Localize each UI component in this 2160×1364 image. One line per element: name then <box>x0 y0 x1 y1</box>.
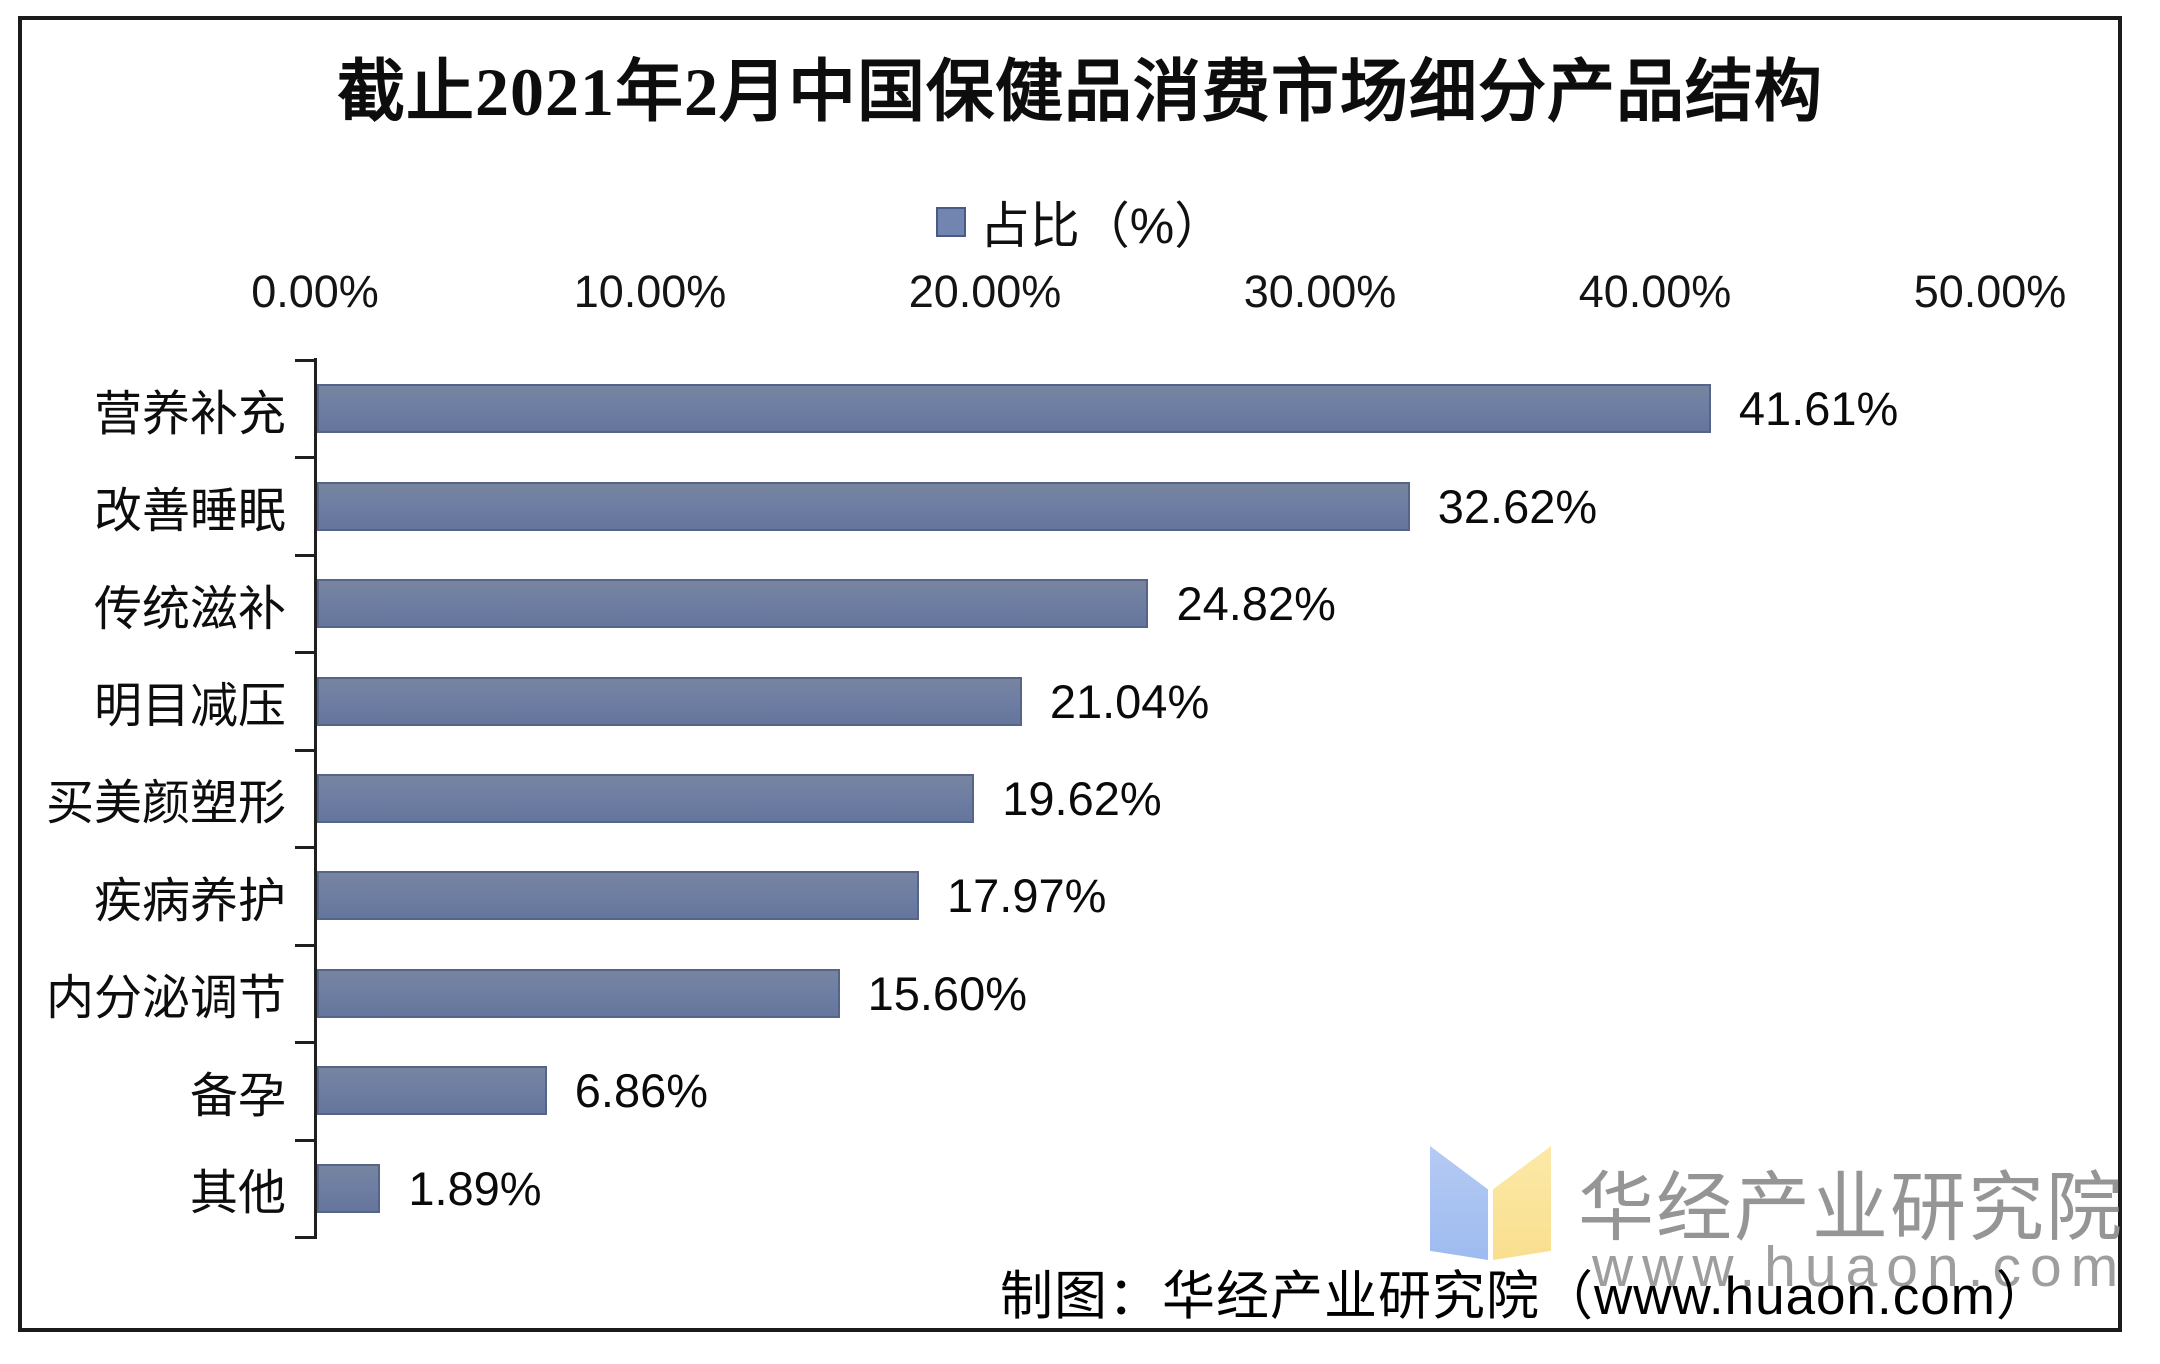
chart-title: 截止2021年2月中国保健品消费市场细分产品结构 <box>336 54 1823 130</box>
x-axis-tick-label: 20.00% <box>908 266 1062 317</box>
bar-row: 备孕 6.86% <box>0 1042 2160 1139</box>
x-axis-tick-label: 50.00% <box>1913 266 2067 317</box>
y-axis-tick <box>295 846 315 850</box>
legend-label: 占比（%） <box>979 198 1225 254</box>
watermark-org-text: 华经产业研究院 <box>1578 1166 2124 1251</box>
bar <box>317 579 1149 629</box>
category-label: 营养补充 <box>93 387 286 441</box>
value-label: 41.61% <box>1738 382 1899 436</box>
category-label: 备孕 <box>189 1069 286 1123</box>
bar-row: 其他 1.89% <box>0 1140 2160 1237</box>
bar <box>317 1066 547 1116</box>
value-label: 24.82% <box>1176 577 1336 631</box>
y-axis-tick <box>295 359 315 362</box>
category-label: 内分泌调节 <box>45 972 286 1026</box>
y-axis-tick <box>295 456 315 460</box>
bar <box>317 968 840 1018</box>
bar <box>317 384 1711 434</box>
value-label: 1.89% <box>408 1161 542 1215</box>
bar <box>317 676 1022 726</box>
y-axis-tick <box>295 651 315 655</box>
value-label: 15.60% <box>867 966 1027 1020</box>
source-credit: 制图：华经产业研究院（www.huaon.com） <box>1000 1267 2050 1326</box>
y-axis-tick <box>295 943 315 947</box>
x-axis-tick-label: 40.00% <box>1578 266 1732 317</box>
bar <box>317 871 919 921</box>
book-right-page <box>1493 1146 1551 1260</box>
watermark-website-text: www.huaon.com <box>1592 1235 2128 1299</box>
bar-row: 内分泌调节 15.60% <box>0 945 2160 1042</box>
bar-row: 疾病养护 17.97% <box>0 847 2160 944</box>
value-label: 17.97% <box>946 869 1107 923</box>
category-label: 疾病养护 <box>93 874 286 928</box>
bar-row: 营养补充 41.61% <box>0 360 2160 457</box>
bar-row: 传统滋补 24.82% <box>0 555 2160 652</box>
bar-row: 买美颜塑形 19.62% <box>0 750 2160 847</box>
watermark-book-logo-icon <box>1430 1146 1552 1260</box>
legend: 占比（%） <box>0 186 2160 258</box>
y-axis-tick <box>295 1235 315 1239</box>
bar <box>317 1163 381 1213</box>
bar-row: 明目减压 21.04% <box>0 652 2160 749</box>
x-axis-tick-label: 0.00% <box>251 266 379 317</box>
value-label: 32.62% <box>1437 479 1598 533</box>
category-label: 传统滋补 <box>93 582 286 636</box>
value-label: 19.62% <box>1002 771 1162 825</box>
category-label: 改善睡眠 <box>93 485 286 539</box>
value-label: 6.86% <box>574 1064 709 1118</box>
bar-row: 改善睡眠 32.62% <box>0 457 2160 554</box>
book-left-page <box>1430 1146 1488 1260</box>
y-axis-tick <box>295 1138 315 1142</box>
x-axis-tick-label: 30.00% <box>1243 266 1397 317</box>
y-axis-tick <box>295 1041 315 1045</box>
legend-marker-icon <box>935 207 966 237</box>
y-axis-tick <box>295 748 315 752</box>
bar <box>317 481 1410 531</box>
category-label: 明目减压 <box>93 680 286 734</box>
y-axis-tick <box>295 553 315 557</box>
value-label: 21.04% <box>1049 674 1210 728</box>
category-label: 买美颜塑形 <box>45 777 286 831</box>
category-label: 其他 <box>189 1167 286 1221</box>
bar <box>317 773 975 823</box>
x-axis-tick-label: 10.00% <box>573 266 727 317</box>
y-axis-line <box>314 358 317 1239</box>
